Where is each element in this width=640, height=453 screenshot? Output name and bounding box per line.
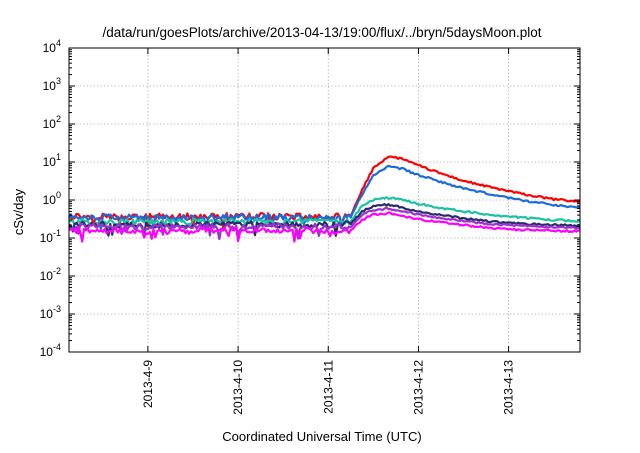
y-tick-label: 104 <box>43 38 61 55</box>
x-tick-label: 2013-4-13 <box>502 360 516 415</box>
x-tick-label: 2013-4-12 <box>411 360 425 415</box>
y-tick-label: 10-3 <box>40 304 61 321</box>
x-tick-label: 2013-4-9 <box>141 360 155 408</box>
y-tick-label: 102 <box>43 114 61 131</box>
y-tick-label: 10-1 <box>40 228 61 245</box>
y-axis-label: cSv/day <box>11 188 26 235</box>
x-axis-label: Coordinated Universal Time (UTC) <box>222 429 421 444</box>
y-tick-label: 100 <box>43 190 61 207</box>
grid <box>69 48 580 352</box>
chart-title: /data/run/goesPlots/archive/2013-04-13/1… <box>102 25 541 40</box>
plot-frame <box>68 47 581 353</box>
series-layer <box>68 155 581 243</box>
x-tick-label: 2013-4-11 <box>321 360 335 414</box>
series-line <box>68 206 581 241</box>
series-line <box>68 196 581 227</box>
y-tick-label: 10-2 <box>40 266 61 283</box>
y-tick-label: 103 <box>43 76 61 93</box>
y-tick-label: 101 <box>43 152 61 169</box>
x-tick-label: 2013-4-10 <box>231 360 245 415</box>
y-tick-label: 10-4 <box>40 342 61 359</box>
series-line <box>68 211 581 243</box>
